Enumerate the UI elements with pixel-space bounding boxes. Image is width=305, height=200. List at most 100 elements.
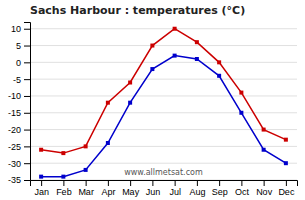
tick: -35 xyxy=(8,175,30,185)
tick-label: -25 xyxy=(8,142,21,152)
tick-mark xyxy=(197,180,198,186)
tick-mark xyxy=(63,180,64,186)
plot-area: -35-30-25-20-15-10-50510JanFebMarAprMayJ… xyxy=(8,23,298,198)
tick-label: Feb xyxy=(56,187,72,197)
tick-label: -35 xyxy=(8,175,21,185)
axis-line xyxy=(31,181,298,187)
tick-label: 0 xyxy=(16,58,21,68)
tick-mark xyxy=(86,180,87,186)
grid-line xyxy=(30,79,297,80)
tick-label: -10 xyxy=(8,91,21,101)
tick-label: Nov xyxy=(256,187,273,197)
tick: -10 xyxy=(8,91,30,101)
tick: Mar xyxy=(78,180,94,197)
tick-mark xyxy=(286,180,287,186)
marker xyxy=(128,101,132,105)
tick-label: Jul xyxy=(169,187,181,197)
marks xyxy=(39,27,288,179)
grid-line xyxy=(30,95,297,96)
tick-label: Jan xyxy=(34,187,49,197)
tick: Feb xyxy=(56,180,72,197)
grid-line xyxy=(30,129,297,130)
axis-line xyxy=(24,23,31,181)
tick: 10 xyxy=(11,24,30,34)
marker xyxy=(39,175,43,179)
tick: 5 xyxy=(16,41,30,51)
tick: May xyxy=(122,180,140,197)
grid xyxy=(30,29,297,180)
marker xyxy=(106,101,110,105)
tick: Apr xyxy=(101,180,115,197)
tick-label: -15 xyxy=(8,108,21,118)
tick-mark xyxy=(24,79,30,80)
tick: Jun xyxy=(146,180,161,197)
tick-mark xyxy=(24,46,30,47)
tick-mark xyxy=(41,180,42,186)
tick-mark xyxy=(219,180,220,186)
marker xyxy=(150,67,154,71)
line xyxy=(41,56,286,177)
tick-label: -30 xyxy=(8,159,21,169)
tick-mark xyxy=(241,180,242,186)
tick-label: 10 xyxy=(11,24,21,34)
tick: -5 xyxy=(13,75,30,85)
marker xyxy=(195,40,199,44)
tick-mark xyxy=(24,163,30,164)
annotation: www.allmetsat.com xyxy=(124,168,203,177)
title: Sachs Harbour : temperatures (°C) xyxy=(30,4,245,17)
marker xyxy=(39,148,43,152)
marker xyxy=(195,57,199,61)
marker xyxy=(262,128,266,132)
tick: Sep xyxy=(212,180,228,197)
marker xyxy=(239,91,243,95)
marker xyxy=(61,151,65,155)
marker xyxy=(84,168,88,172)
marker xyxy=(217,60,221,64)
grid-line xyxy=(30,112,297,113)
tick-label: May xyxy=(122,187,140,197)
marker xyxy=(284,138,288,142)
marker xyxy=(173,27,177,31)
tick-label: -5 xyxy=(13,75,21,85)
chart: -35-30-25-20-15-10-50510JanFebMarAprMayJ… xyxy=(0,0,305,200)
tick-mark xyxy=(24,29,30,30)
marker xyxy=(61,175,65,179)
tick-label: Apr xyxy=(101,187,115,197)
tick-mark xyxy=(264,180,265,186)
tick-mark xyxy=(24,130,30,131)
tick: -25 xyxy=(8,142,30,152)
grid-line xyxy=(30,28,297,29)
tick: Oct xyxy=(235,180,250,197)
marker xyxy=(84,144,88,148)
marker xyxy=(106,141,110,145)
tick: -30 xyxy=(8,159,30,169)
grid-line xyxy=(30,146,297,147)
tick-label: Dec xyxy=(278,187,295,197)
tick-mark xyxy=(24,62,30,63)
tick: Nov xyxy=(256,180,273,197)
marker xyxy=(150,44,154,48)
tick-mark xyxy=(175,180,176,186)
tick-label: Sep xyxy=(212,187,228,197)
line xyxy=(41,29,286,153)
y-axis: -35 -30 -25 -20 -15 -10 -5 0 5 10 xyxy=(8,23,31,186)
tick-mark xyxy=(108,180,109,186)
tick-mark xyxy=(24,113,30,114)
tick-label: Aug xyxy=(189,187,205,197)
tick-label: Jun xyxy=(146,187,161,197)
tick: Jul xyxy=(169,180,181,197)
tick-label: Mar xyxy=(78,187,94,197)
tick: Jan xyxy=(34,180,49,197)
marker xyxy=(239,111,243,115)
tick: Aug xyxy=(189,180,205,197)
marker xyxy=(284,161,288,165)
tick-mark xyxy=(24,180,30,181)
tick: 0 xyxy=(16,58,30,68)
marker xyxy=(262,148,266,152)
grid-line xyxy=(30,45,297,46)
marker xyxy=(217,74,221,78)
tick-label: -20 xyxy=(8,125,21,135)
tick-mark xyxy=(130,180,131,186)
tick-mark xyxy=(152,180,153,186)
x-axis: Jan Feb Mar Apr May Jun Jul Aug Sep Oct Nov Dec xyxy=(31,180,298,197)
